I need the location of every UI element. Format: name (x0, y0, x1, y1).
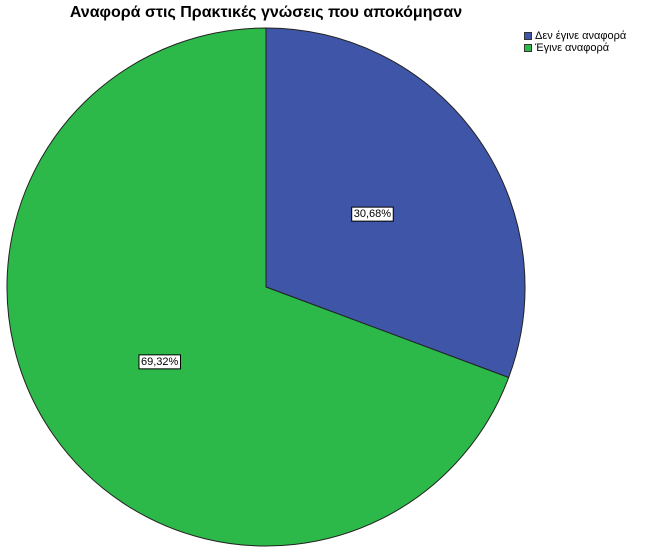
data-label-1: 69,32% (138, 354, 182, 370)
legend-swatch-no-mention (524, 32, 532, 40)
legend-swatch-mention (524, 44, 532, 52)
legend-item-mention: Έγινε αναφορά (524, 42, 626, 54)
pie-slice-0 (265, 27, 526, 379)
chart-legend: Δεν έγινε αναφορά Έγινε αναφορά (524, 30, 626, 54)
data-label-0: 30,68% (351, 206, 394, 222)
pie-slice-1 (6, 27, 510, 547)
legend-label-no-mention: Δεν έγινε αναφορά (535, 30, 627, 42)
data-label-box-1 (138, 354, 182, 370)
legend-item-no-mention: Δεν έγινε αναφορά (524, 30, 626, 42)
data-label-text-0: 30,68% (354, 208, 392, 220)
legend-label-mention: Έγινε αναφορά (535, 42, 610, 54)
data-label-box-0 (351, 206, 394, 222)
data-label-text-1: 69,32% (141, 356, 179, 368)
chart-title: Αναφορά στις Πρακτικές γνώσεις που αποκό… (69, 4, 463, 21)
